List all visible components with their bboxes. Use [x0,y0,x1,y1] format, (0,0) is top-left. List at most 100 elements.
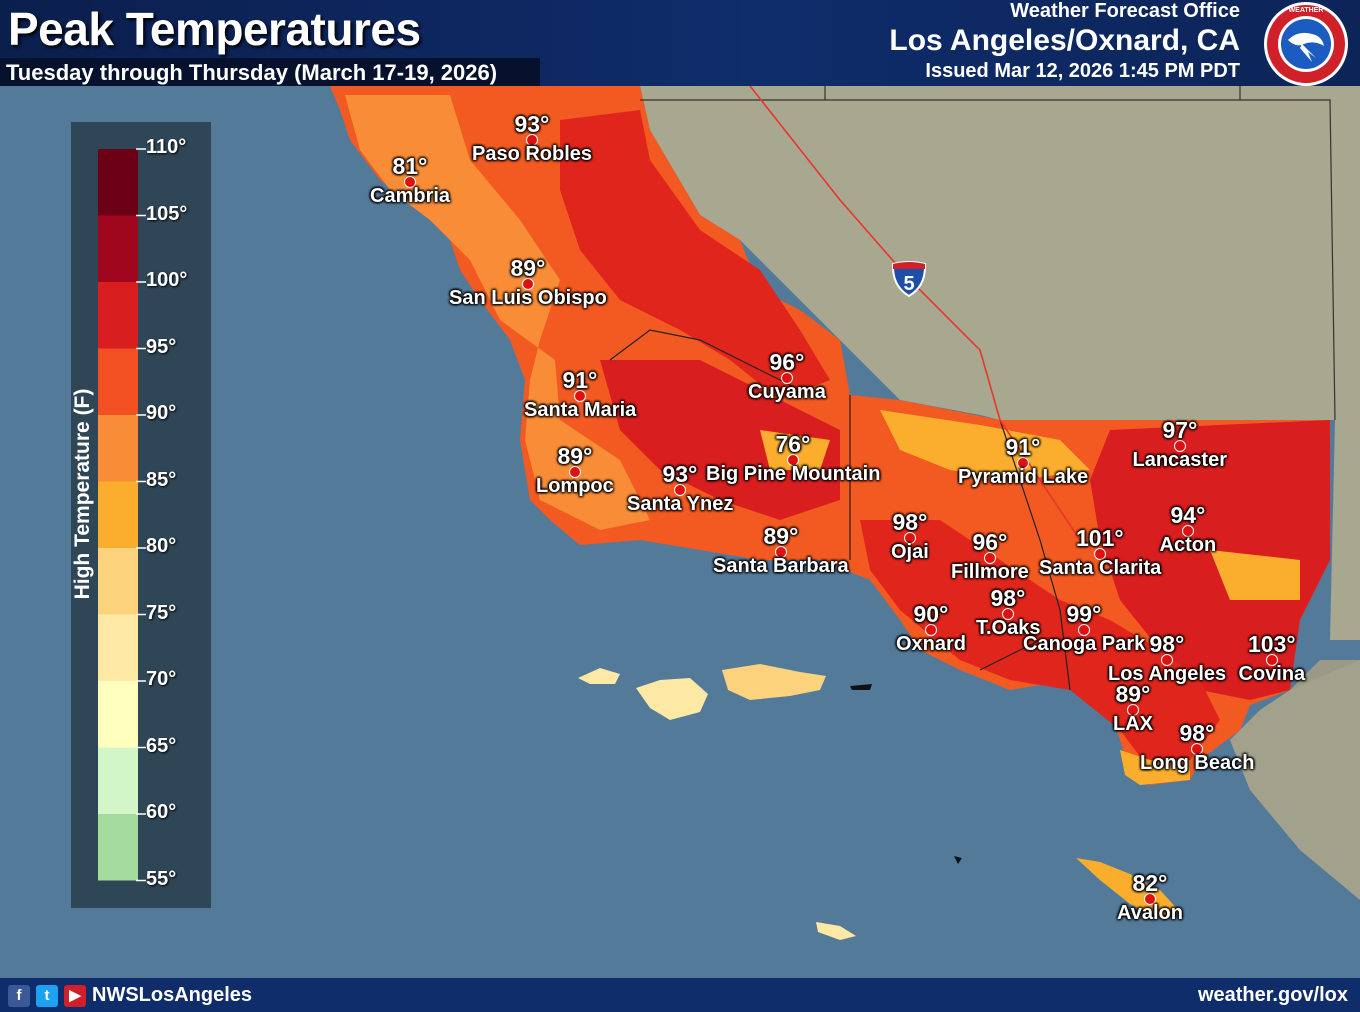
location-marker [1161,654,1173,666]
website-link[interactable]: weather.gov/lox [1197,984,1348,1006]
location-temperature: 94° [1170,502,1206,528]
location-name: Long Beach [1140,752,1255,774]
page-subtitle: Tuesday through Thursday (March 17-19, 2… [6,60,498,85]
location-temperature: 93° [662,461,698,487]
legend-band [98,614,138,681]
location-name: Cambria [370,185,451,207]
location-name: Santa Ynez [627,493,734,515]
office-city: Los Angeles/Oxnard, CA [889,24,1240,57]
location-name: Fillmore [951,561,1029,583]
facebook-icon[interactable]: f [8,985,30,1007]
location-temperature: 96° [972,529,1008,555]
legend-color-scale [98,148,146,882]
location-name: Covina [1238,663,1306,685]
legend [71,122,211,908]
location-name: T.Oaks [976,617,1041,639]
legend-band [98,814,138,881]
svg-text:WEATHER: WEATHER [1289,7,1324,14]
location-name: Lancaster [1132,449,1228,471]
location-marker [1127,704,1139,716]
location-temperature: 89° [510,255,546,281]
location-temperature: 98° [1149,631,1185,657]
legend-tick-label: 90° [146,402,177,424]
legend-tick-label: 100° [146,269,188,291]
legend-band [98,282,138,349]
twitter-icon[interactable]: t [36,985,58,1007]
location-temperature: 98° [892,509,928,535]
legend-tick-label: 110° [146,136,187,158]
legend-band [98,481,138,548]
subtitle-bar [0,58,540,86]
legend-tick-label: 55° [146,867,177,890]
location-name: Canoga Park [1023,633,1146,655]
location-temperature: 93° [514,111,550,137]
location-marker [775,546,787,558]
legend-axis-title: High Temperature (F) [71,388,94,600]
location-name: Cuyama [748,381,826,403]
legend-band [98,149,138,216]
location-temperature: 82° [1132,870,1168,896]
location-name: Avalon [1117,902,1183,924]
location-name: Acton [1159,534,1217,556]
legend-band [98,215,138,282]
location-marker [569,466,581,478]
legend-tick-label: 105° [146,202,188,225]
legend-band [98,681,138,748]
location-marker [1191,743,1203,755]
location-temperature: 91° [562,367,598,393]
legend-tick-label: 80° [146,535,177,557]
location-marker [787,454,799,466]
location-temperature: 98° [1179,720,1215,746]
location-name: Ojai [891,541,929,563]
legend-band [98,747,138,814]
location-marker [1017,457,1029,469]
interstate-shield-icon: 5 [891,261,927,298]
location-marker [1002,608,1014,620]
location-name: Santa Maria [524,399,637,421]
location-temperature: 81° [392,153,428,179]
legend-band [98,415,138,482]
location-temperature: 89° [557,443,593,469]
location-temperature: 103° [1248,631,1296,657]
location-temperature: 90° [913,601,949,627]
legend-tick-label: 95° [146,335,177,358]
location-marker [904,532,916,544]
location-name: Big Pine Mountain [706,463,881,485]
location-marker [984,552,996,564]
location-name: Los Angeles [1108,663,1227,685]
legend-tick-label: 60° [146,801,177,823]
nws-logo-icon: WEATHER [1264,2,1348,86]
issued-time: Issued Mar 12, 2026 1:45 PM PDT [925,60,1240,82]
location-name: Santa Barbara [713,555,849,577]
location-name: Paso Robles [472,143,593,165]
location-marker [1144,893,1156,905]
footer-bar [0,978,1360,1012]
location-name: LAX [1113,713,1153,735]
interstate-label: 5 [903,273,914,295]
location-temperature: 96° [769,349,805,375]
legend-tick-label: 70° [146,668,177,690]
location-marker [1174,440,1186,452]
location-temperature: 76° [775,431,811,457]
location-marker [1182,525,1194,537]
location-marker [1078,624,1090,636]
location-name: Pyramid Lake [958,466,1089,488]
location-temperature: 99° [1066,601,1102,627]
social-handle[interactable]: NWSLosAngeles [92,984,253,1006]
location-marker [522,278,534,290]
location-marker [574,390,586,402]
location-marker [925,624,937,636]
location-temperature: 101° [1076,525,1124,551]
location-temperature: 91° [1005,434,1041,460]
location-marker [1094,548,1106,560]
location-name: Oxnard [896,633,967,655]
legend-tick-label: 85° [146,468,177,491]
office-line: Weather Forecast Office [1010,0,1240,22]
location-marker [526,134,538,146]
location-temperature: 97° [1162,417,1198,443]
youtube-icon[interactable]: ▶ [64,985,86,1007]
location-name: Santa Clarita [1039,557,1162,579]
location-name: San Luis Obispo [449,287,607,309]
location-marker [404,176,416,188]
location-name: Lompoc [536,475,614,497]
